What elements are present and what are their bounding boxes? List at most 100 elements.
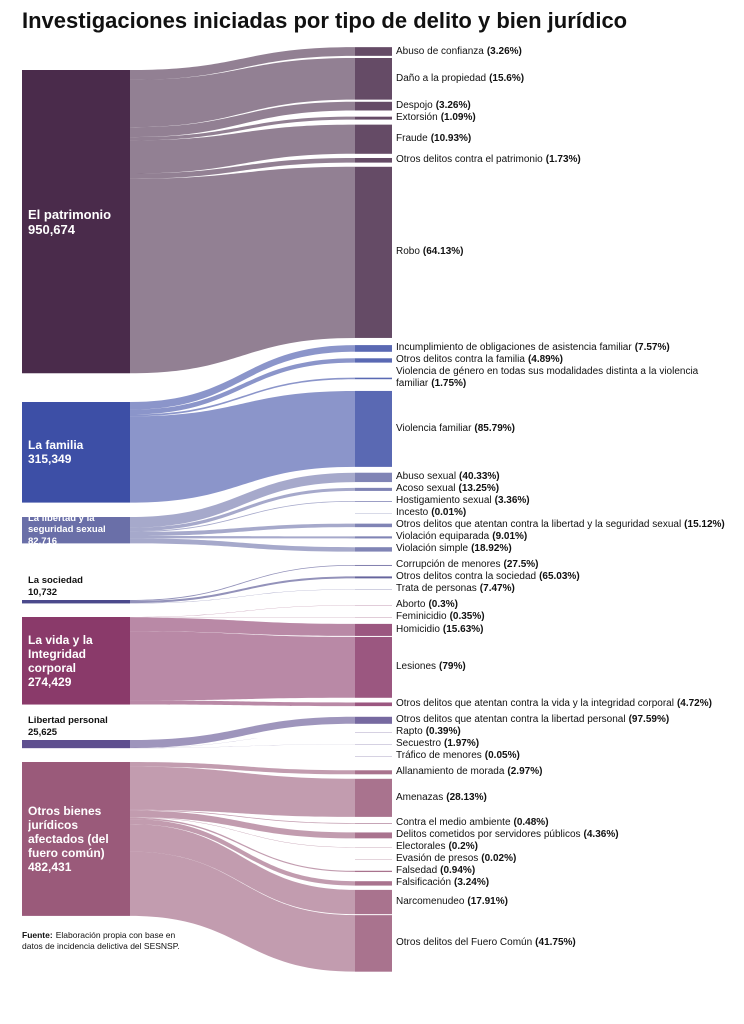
source-name: La familia xyxy=(28,438,84,453)
flow xyxy=(130,766,355,817)
target-name: Amenazas xyxy=(396,791,444,803)
target-label: Incumplimiento de obligaciones de asiste… xyxy=(396,342,670,354)
flow xyxy=(130,817,355,848)
target-value: (85.79%) xyxy=(474,422,515,434)
target-node xyxy=(355,716,392,724)
source-name: La libertad y la seguridad sexual xyxy=(28,512,106,536)
target-label: Otros delitos que atentan contra la vida… xyxy=(396,698,712,710)
target-node xyxy=(355,523,392,528)
target-label: Otros delitos contra el patrimonio (1.73%… xyxy=(396,154,581,166)
source-label: El patrimonio 950,674 xyxy=(28,207,120,237)
target-value: (0.3%) xyxy=(428,599,458,611)
flow xyxy=(130,576,355,604)
target-label: Abuso sexual (40.33%) xyxy=(396,471,500,483)
flow xyxy=(130,716,355,748)
target-label: Rapto (0.39%) xyxy=(396,726,461,738)
target-label: Robo (64.13%) xyxy=(396,246,463,258)
source-node xyxy=(22,740,130,749)
target-value: (9.01%) xyxy=(492,531,528,543)
target-node xyxy=(355,881,392,886)
target-node xyxy=(355,576,392,579)
target-name: Otros delitos que atentan contra la libe… xyxy=(396,714,626,726)
target-name: Rapto xyxy=(396,726,423,738)
target-name: Otros delitos contra el patrimonio xyxy=(396,154,543,166)
target-node xyxy=(355,487,392,491)
flow xyxy=(130,564,355,601)
target-node xyxy=(355,166,392,338)
target-label: Allanamiento de morada (2.97%) xyxy=(396,766,542,778)
target-node xyxy=(355,832,392,839)
target-name: Otros delitos que atentan contra la vida… xyxy=(396,698,674,710)
target-label: Otros delitos contra la sociedad (65.03%) xyxy=(396,571,580,583)
target-name: Electorales xyxy=(396,841,446,853)
target-node xyxy=(355,636,392,698)
target-value: (4.72%) xyxy=(676,698,712,710)
target-label: Falsificación (3.24%) xyxy=(396,877,489,889)
target-name: Abuso de confianza xyxy=(396,45,484,57)
target-name: Incumplimiento de obligaciones de asiste… xyxy=(396,342,632,354)
target-value: (0.01%) xyxy=(431,507,467,519)
source-value: 315,349 xyxy=(28,452,72,467)
target-label: Evasión de presos (0.02%) xyxy=(396,853,516,865)
flow xyxy=(130,819,355,886)
target-node xyxy=(355,547,392,552)
target-node xyxy=(355,889,392,915)
source-name: La vida y la Integridad corporal xyxy=(28,632,93,675)
target-label: Incesto (0.01%) xyxy=(396,507,466,519)
target-value: (0.48%) xyxy=(513,817,549,829)
target-node xyxy=(355,472,392,483)
target-value: (1.09%) xyxy=(440,112,476,124)
target-node xyxy=(355,501,392,502)
target-name: Acoso sexual xyxy=(396,483,456,495)
target-label: Delitos cometidos por servidores público… xyxy=(396,829,619,841)
flow xyxy=(130,377,355,417)
target-name: Daño a la propiedad xyxy=(396,72,487,84)
target-label: Homicidio (15.63%) xyxy=(396,624,483,636)
flow xyxy=(130,166,355,374)
target-value: (18.92%) xyxy=(471,543,512,555)
flow xyxy=(130,538,355,552)
target-label: Amenazas (28.13%) xyxy=(396,792,487,804)
target-name: Tráfico de menores xyxy=(396,750,482,762)
target-value: (3.26%) xyxy=(486,45,522,57)
flow xyxy=(130,487,355,532)
source-name: La sociedad xyxy=(28,575,83,586)
target-name: Violación simple xyxy=(396,543,469,555)
target-label: Aborto (0.3%) xyxy=(396,599,458,611)
source-label: La familia 315,349 xyxy=(28,438,120,466)
target-value: (40.33%) xyxy=(459,471,500,483)
source-node xyxy=(22,762,130,916)
target-value: (10.93%) xyxy=(430,133,472,145)
target-value: (13.25%) xyxy=(458,483,500,495)
target-label: Violación equiparada (9.01%) xyxy=(396,531,527,543)
target-node xyxy=(355,870,392,873)
target-value: (3.26%) xyxy=(435,100,471,112)
source-node xyxy=(22,600,130,604)
target-value: (79%) xyxy=(439,661,466,673)
source-node xyxy=(22,70,130,374)
target-value: (97.59%) xyxy=(628,714,670,726)
source-label: La vida y la Integridad corporal 274,429 xyxy=(28,633,120,689)
source-label: Fuente: xyxy=(22,930,53,940)
target-label: Tráfico de menores (0.05%) xyxy=(396,750,520,762)
target-name: Hostigamiento sexual xyxy=(396,495,492,507)
target-name: Otros delitos del Fuero Común xyxy=(396,937,533,949)
target-value: (65.03%) xyxy=(539,571,580,583)
target-name: Violencia familiar xyxy=(396,422,472,434)
target-name: Violación equiparada xyxy=(396,531,490,543)
flow xyxy=(130,124,355,174)
target-node xyxy=(355,116,392,120)
target-label: Violación simple (18.92%) xyxy=(396,543,512,555)
target-value: (4.89%) xyxy=(527,354,563,366)
target-node xyxy=(355,101,392,111)
target-value: (15.12%) xyxy=(684,519,725,531)
target-node xyxy=(355,702,392,707)
flow xyxy=(130,762,355,775)
target-name: Corrupción de menores xyxy=(396,559,501,571)
target-node xyxy=(355,377,392,380)
target-label: Contra el medio ambiente (0.48%) xyxy=(396,817,549,829)
source-value: 482,431 xyxy=(28,859,72,874)
target-value: (2.97%) xyxy=(507,766,543,778)
target-value: (0.2%) xyxy=(448,841,478,853)
